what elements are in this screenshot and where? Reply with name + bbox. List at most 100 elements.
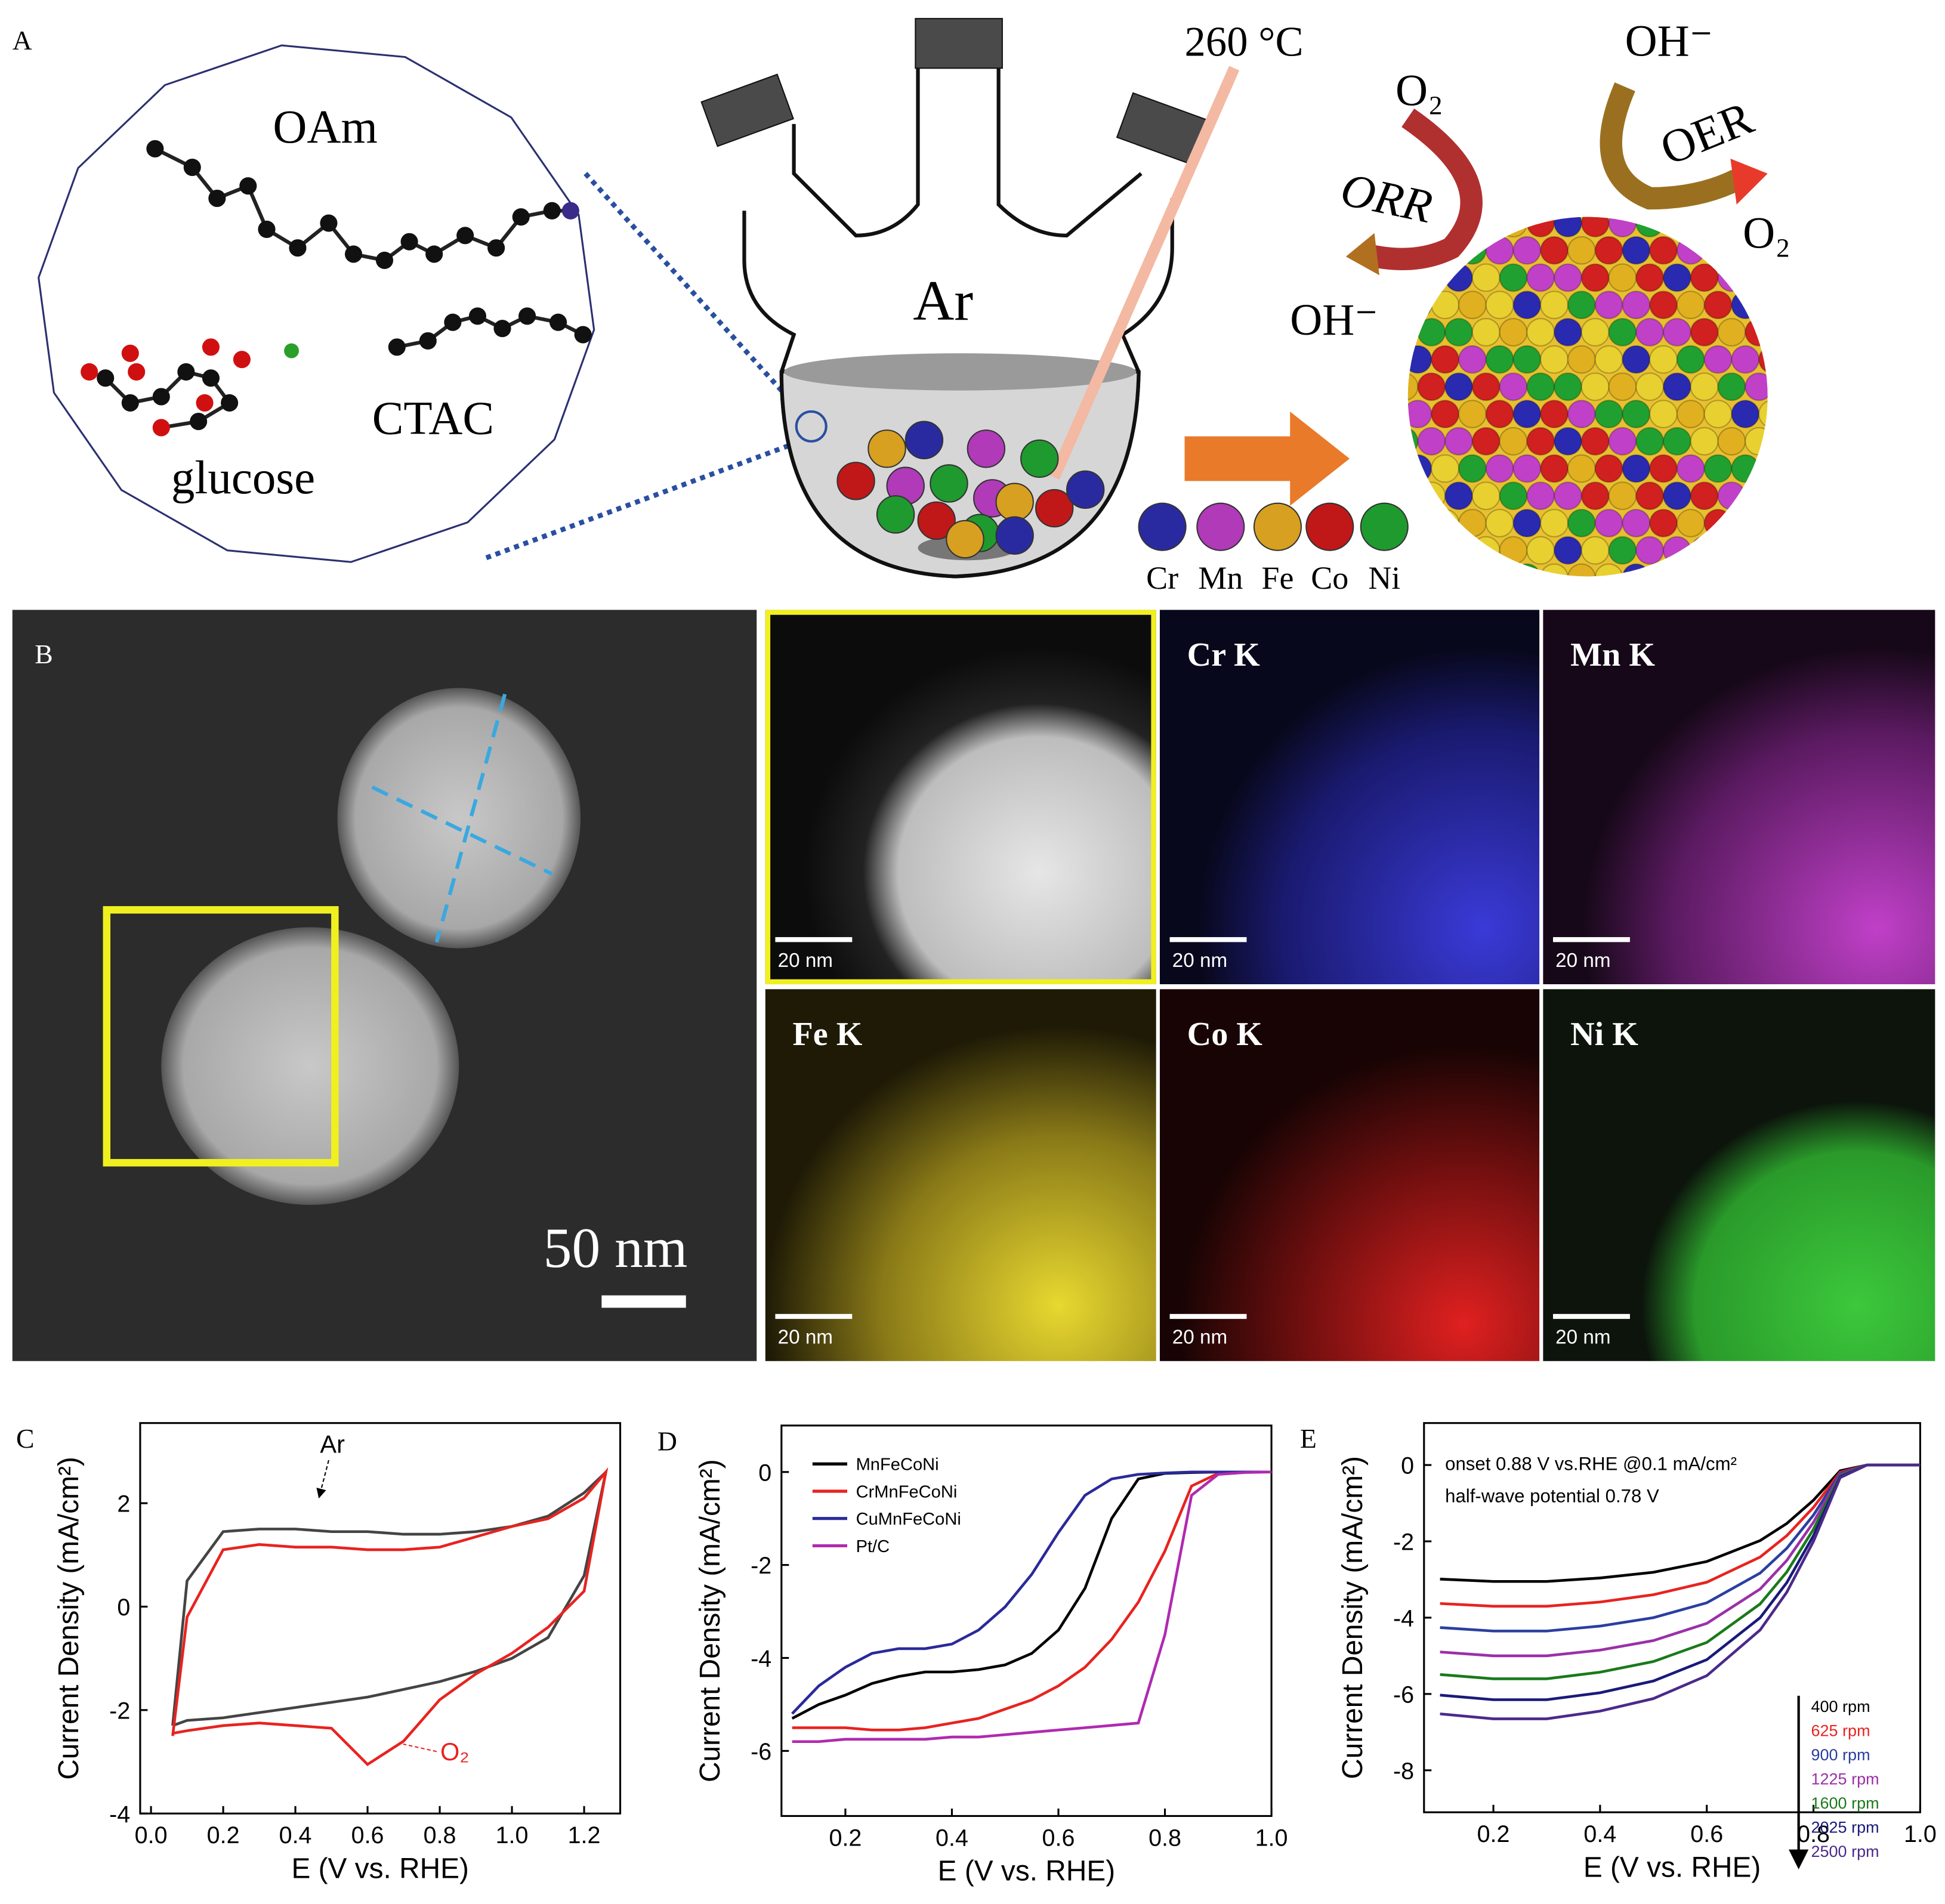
atom-ball — [1485, 454, 1514, 483]
x-tick-label: 0.2 — [1477, 1821, 1510, 1847]
atom-ball — [1745, 372, 1768, 401]
atom-ball — [1594, 509, 1623, 537]
y-tick-label: -6 — [1393, 1682, 1414, 1708]
atom-ball — [1580, 372, 1610, 401]
annotation: Ar — [320, 1430, 345, 1458]
atom — [561, 202, 579, 220]
atom-ball — [1471, 536, 1501, 565]
atom-ball — [1690, 372, 1719, 401]
map-label: Co K — [1187, 1016, 1263, 1053]
atom-ball — [1717, 263, 1746, 292]
atom — [549, 313, 567, 331]
thermocouple — [1049, 66, 1240, 480]
atom-ball — [1580, 318, 1610, 347]
atom-ball — [1485, 345, 1514, 374]
precursor-ball — [1020, 439, 1059, 478]
map-scale-bar — [775, 1313, 853, 1319]
atom-ball — [1485, 236, 1514, 265]
legend-label: 400 rpm — [1811, 1698, 1870, 1716]
map-scale-label: 20 nm — [1555, 1327, 1610, 1349]
atom-ball — [1485, 290, 1514, 320]
atom — [456, 227, 474, 245]
atom-ball — [1458, 563, 1487, 577]
atom-ball — [1458, 509, 1487, 537]
atom-ball — [1717, 426, 1746, 456]
x-tick-label: 0.8 — [1797, 1821, 1830, 1847]
precursor-ball — [995, 516, 1034, 555]
atom-ball — [1526, 481, 1555, 511]
element-ball — [1360, 502, 1409, 551]
y-tick-label: 0 — [758, 1460, 771, 1486]
x-tick-label: 0.6 — [1042, 1825, 1075, 1851]
temperature-label: 260 °C — [1185, 19, 1304, 66]
element-ball — [1138, 502, 1187, 551]
atom — [425, 245, 443, 263]
atom-ball — [1622, 454, 1651, 483]
atom-ball — [1526, 372, 1555, 401]
flask-neck — [792, 68, 1143, 237]
atom-ball — [1649, 563, 1678, 577]
y-axis-title: Current Density (mA/cm²) — [1337, 1456, 1369, 1779]
y-tick-label: -4 — [751, 1646, 771, 1672]
atom-ball — [1499, 426, 1528, 456]
element-label: Mn — [1198, 560, 1243, 596]
atom-ball — [1540, 563, 1569, 577]
molecule-label: OAm — [273, 101, 378, 153]
atom-ball — [1649, 509, 1678, 537]
map-label: Cr K — [1187, 636, 1260, 673]
data-line — [791, 1470, 1272, 1715]
legend-label: 1600 rpm — [1811, 1794, 1879, 1812]
element-ball — [1305, 502, 1354, 551]
y-tick-label: -4 — [109, 1801, 130, 1828]
atom-ball — [1731, 290, 1760, 320]
scale-bar — [601, 1295, 686, 1308]
atom-ball — [1649, 454, 1678, 483]
atom-ball — [1499, 481, 1528, 511]
legend-label: 625 rpm — [1811, 1721, 1870, 1739]
measure-line — [371, 785, 553, 876]
atom-ball — [1444, 263, 1473, 292]
atom-ball — [1512, 345, 1542, 374]
element-label: Fe — [1261, 560, 1293, 596]
atom-ball — [1407, 345, 1432, 374]
x-tick-label: 1.2 — [568, 1822, 601, 1849]
legend-label: CrMnFeCoNi — [856, 1482, 958, 1501]
legend-label: MnFeCoNi — [856, 1455, 939, 1475]
x-tick-label: 1.0 — [1904, 1821, 1937, 1847]
process-arrow — [1184, 411, 1350, 506]
atom-ball — [1540, 509, 1569, 537]
atom-ball — [1608, 372, 1637, 401]
atom-ball — [1417, 318, 1446, 347]
x-tick-label: 0.8 — [424, 1822, 456, 1849]
map-scale-bar — [1169, 1313, 1247, 1319]
atom-ball — [1554, 536, 1582, 565]
atom-ball — [1580, 426, 1610, 456]
atom-ball — [1512, 509, 1542, 537]
atom — [543, 202, 561, 220]
atom-ball — [1717, 318, 1746, 347]
precursor-ball — [904, 421, 944, 459]
atom-ball — [1745, 426, 1768, 456]
map-scale-label: 20 nm — [1172, 950, 1227, 972]
data-line — [792, 1470, 1272, 1744]
atom-ball — [1608, 426, 1637, 456]
map-scale-bar — [1169, 937, 1247, 942]
eds-map — [1543, 989, 1935, 1361]
atom-ball — [1567, 509, 1596, 537]
scale-bar-label: 50 nm — [544, 1216, 688, 1279]
precursor-ball — [867, 429, 906, 468]
atom-ball — [1444, 318, 1473, 347]
data-line — [1440, 1463, 1921, 1720]
atom-ball — [1499, 263, 1528, 292]
atom — [574, 326, 592, 344]
atom — [208, 189, 226, 208]
atom-ball — [1608, 217, 1637, 237]
element-label: Co — [1311, 560, 1348, 596]
molecule-label: glucose — [171, 452, 315, 504]
atom-ball — [1540, 236, 1569, 265]
atom-ball — [1758, 454, 1768, 483]
element-label: Cr — [1146, 560, 1178, 596]
map-scale-label: 20 nm — [778, 950, 833, 972]
atom-ball — [1431, 563, 1460, 577]
annotation-arrow — [316, 1460, 329, 1499]
